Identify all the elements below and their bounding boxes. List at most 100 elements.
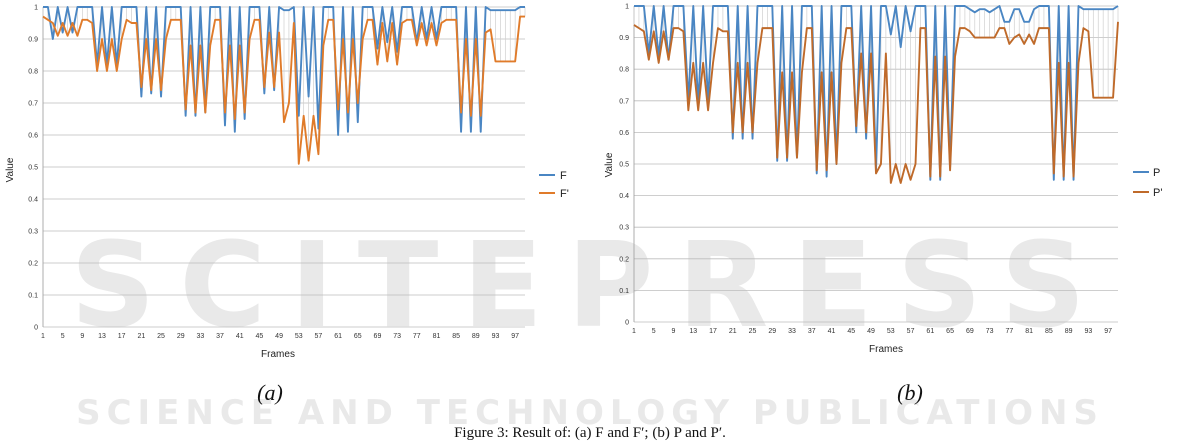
x-tick-label: 97	[511, 333, 519, 340]
y-tick-label: 0.4	[28, 197, 38, 204]
x-tick-label: 77	[1005, 328, 1013, 335]
series-line-primary	[43, 6, 525, 136]
x-tick-label: 37	[808, 328, 816, 335]
chart-a-y-axis-title: Value	[5, 157, 16, 182]
y-tick-label: 0.2	[28, 261, 38, 268]
x-tick-label: 45	[256, 333, 264, 340]
x-tick-label: 69	[374, 333, 382, 340]
y-tick-label: 0.1	[619, 288, 629, 295]
x-tick-label: 17	[709, 328, 717, 335]
x-tick-label: 13	[689, 328, 697, 335]
chart-a-x-tick-labels: 1 5 9 13 17 21 25 29 33 37 41 45 49 53 57 61 65 69 73 77 81 8…	[41, 333, 519, 340]
chart-a-legend: F F'	[539, 170, 569, 200]
y-tick-label: 0.4	[619, 193, 629, 200]
x-tick-label: 89	[1065, 328, 1073, 335]
y-tick-label: 0.5	[619, 162, 629, 169]
x-tick-label: 93	[492, 333, 500, 340]
x-tick-label: 33	[196, 333, 204, 340]
y-tick-label: 0.9	[619, 35, 629, 42]
y-tick-label: 0.8	[619, 67, 629, 74]
chart-a-x-axis-title: Frames	[261, 349, 295, 360]
y-tick-label: 1	[625, 4, 629, 11]
x-tick-label: 5	[652, 328, 656, 335]
x-tick-label: 29	[768, 328, 776, 335]
chart-b-x-axis-title: Frames	[869, 344, 903, 355]
chart-b-legend: P P'	[1133, 167, 1162, 199]
x-tick-label: 85	[1045, 328, 1053, 335]
chart-panel-a: 0 0.1 0.2 0.3 0.4 0.5 0.6 0.7 0.8 0.9 1 1 5 9 13 17 21 2…	[5, 5, 569, 406]
series-line-prime	[42, 15, 525, 165]
x-tick-label: 41	[236, 333, 244, 340]
x-tick-label: 25	[157, 333, 165, 340]
y-tick-label: 0.5	[28, 165, 38, 172]
y-tick-label: 0.7	[28, 101, 38, 108]
x-tick-label: 69	[966, 328, 974, 335]
watermark-sub: SCIENCE AND TECHNOLOGY PUBLICATIONS	[76, 393, 1104, 433]
y-tick-label: 0.6	[28, 133, 38, 140]
y-tick-label: 0.8	[28, 69, 38, 76]
y-tick-label: 0	[34, 325, 38, 332]
x-tick-label: 53	[887, 328, 895, 335]
x-tick-label: 25	[749, 328, 757, 335]
legend-label-p-prime: P'	[1153, 187, 1162, 199]
y-tick-label: 0.9	[28, 37, 38, 44]
series-line-prime	[633, 21, 1119, 184]
legend-label-f: F	[560, 170, 567, 182]
x-tick-label: 49	[275, 333, 283, 340]
x-tick-label: 65	[354, 333, 362, 340]
x-tick-label: 57	[315, 333, 323, 340]
chart-a-series-lines	[42, 6, 525, 165]
chart-b-series-lines	[633, 5, 1119, 184]
x-tick-label: 1	[632, 328, 636, 335]
x-tick-label: 49	[867, 328, 875, 335]
chart-a-y-tick-labels: 0 0.1 0.2 0.3 0.4 0.5 0.6 0.7 0.8 0.9 1	[28, 5, 38, 332]
y-tick-label: 0.7	[619, 98, 629, 105]
x-tick-label: 57	[907, 328, 915, 335]
x-tick-label: 81	[433, 333, 441, 340]
x-tick-label: 29	[177, 333, 185, 340]
y-tick-label: 1	[34, 5, 38, 12]
chart-panel-b: 0 0.1 0.2 0.3 0.4 0.5 0.6 0.7 0.8 0.9 1 1 5 9 13 17 21 2…	[604, 4, 1162, 406]
x-tick-label: 41	[828, 328, 836, 335]
y-tick-label: 0	[625, 320, 629, 327]
x-tick-label: 89	[472, 333, 480, 340]
x-tick-label: 17	[118, 333, 126, 340]
x-tick-label: 61	[926, 328, 934, 335]
x-tick-label: 81	[1025, 328, 1033, 335]
panel-a-label: (a)	[257, 380, 283, 405]
x-tick-label: 45	[847, 328, 855, 335]
chart-a-frame-lines	[42, 7, 526, 164]
x-tick-label: 73	[986, 328, 994, 335]
legend-label-f-prime: F'	[560, 188, 569, 200]
x-tick-label: 33	[788, 328, 796, 335]
x-tick-label: 73	[393, 333, 401, 340]
watermark-main: SCITEPRESS	[70, 216, 1109, 354]
chart-b-y-tick-labels: 0 0.1 0.2 0.3 0.4 0.5 0.6 0.7 0.8 0.9 1	[619, 4, 629, 327]
x-tick-label: 61	[334, 333, 342, 340]
panel-b-label: (b)	[897, 380, 923, 405]
x-tick-label: 97	[1104, 328, 1112, 335]
y-tick-label: 0.2	[619, 256, 629, 263]
x-tick-label: 53	[295, 333, 303, 340]
x-tick-label: 21	[137, 333, 145, 340]
x-tick-label: 85	[452, 333, 460, 340]
x-tick-label: 93	[1084, 328, 1092, 335]
figure-caption: Figure 3: Result of: (a) F and F′; (b) P…	[454, 425, 726, 441]
x-tick-label: 5	[61, 333, 65, 340]
x-tick-label: 1	[41, 333, 45, 340]
chart-b-x-tick-labels: 1 5 9 13 17 21 25 29 33 37 41 45 49 53 57 61 65 69 73 77 81 8…	[632, 328, 1112, 335]
x-tick-label: 77	[413, 333, 421, 340]
x-tick-label: 37	[216, 333, 224, 340]
y-tick-label: 0.3	[619, 225, 629, 232]
chart-b-y-axis-title: Value	[604, 152, 615, 177]
x-tick-label: 65	[946, 328, 954, 335]
x-tick-label: 9	[672, 328, 676, 335]
x-tick-label: 9	[80, 333, 84, 340]
y-tick-label: 0.1	[28, 293, 38, 300]
legend-label-p: P	[1153, 167, 1160, 179]
y-tick-label: 0.6	[619, 130, 629, 137]
x-tick-label: 13	[98, 333, 106, 340]
y-tick-label: 0.3	[28, 229, 38, 236]
x-tick-label: 21	[729, 328, 737, 335]
